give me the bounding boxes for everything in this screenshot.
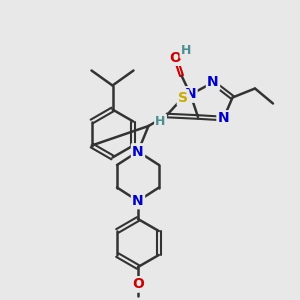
Text: N: N [132,194,144,208]
Text: N: N [185,88,196,101]
Text: N: N [218,112,229,125]
Text: S: S [178,91,188,104]
Text: O: O [169,51,181,64]
Text: N: N [132,145,144,158]
Text: N: N [207,76,219,89]
Text: O: O [132,278,144,291]
Text: H: H [181,44,191,58]
Text: H: H [155,115,166,128]
